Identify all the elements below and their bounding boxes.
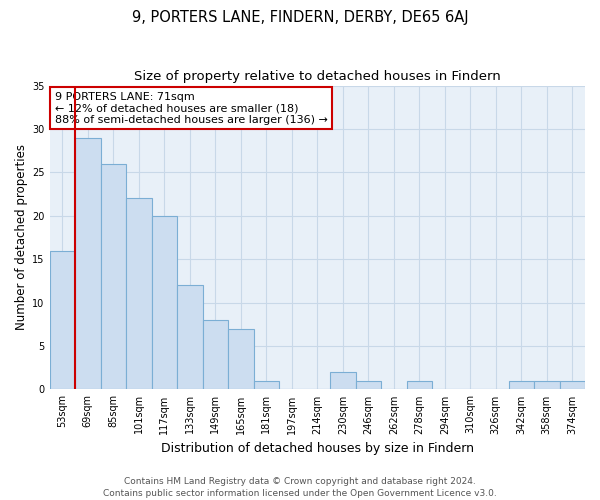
- Text: 9 PORTERS LANE: 71sqm
← 12% of detached houses are smaller (18)
88% of semi-deta: 9 PORTERS LANE: 71sqm ← 12% of detached …: [55, 92, 328, 125]
- Text: Contains HM Land Registry data © Crown copyright and database right 2024.
Contai: Contains HM Land Registry data © Crown c…: [103, 476, 497, 498]
- Bar: [101, 164, 126, 390]
- Text: 9, PORTERS LANE, FINDERN, DERBY, DE65 6AJ: 9, PORTERS LANE, FINDERN, DERBY, DE65 6A…: [131, 10, 469, 25]
- Bar: [75, 138, 101, 390]
- Y-axis label: Number of detached properties: Number of detached properties: [15, 144, 28, 330]
- Bar: [203, 320, 228, 390]
- Bar: [330, 372, 356, 390]
- Bar: [534, 380, 560, 390]
- Bar: [177, 285, 203, 390]
- Bar: [50, 250, 75, 390]
- Bar: [407, 380, 432, 390]
- Title: Size of property relative to detached houses in Findern: Size of property relative to detached ho…: [134, 70, 500, 83]
- Bar: [152, 216, 177, 390]
- Bar: [254, 380, 279, 390]
- Bar: [228, 328, 254, 390]
- Bar: [126, 198, 152, 390]
- Bar: [560, 380, 585, 390]
- Bar: [356, 380, 381, 390]
- X-axis label: Distribution of detached houses by size in Findern: Distribution of detached houses by size …: [161, 442, 474, 455]
- Bar: [509, 380, 534, 390]
